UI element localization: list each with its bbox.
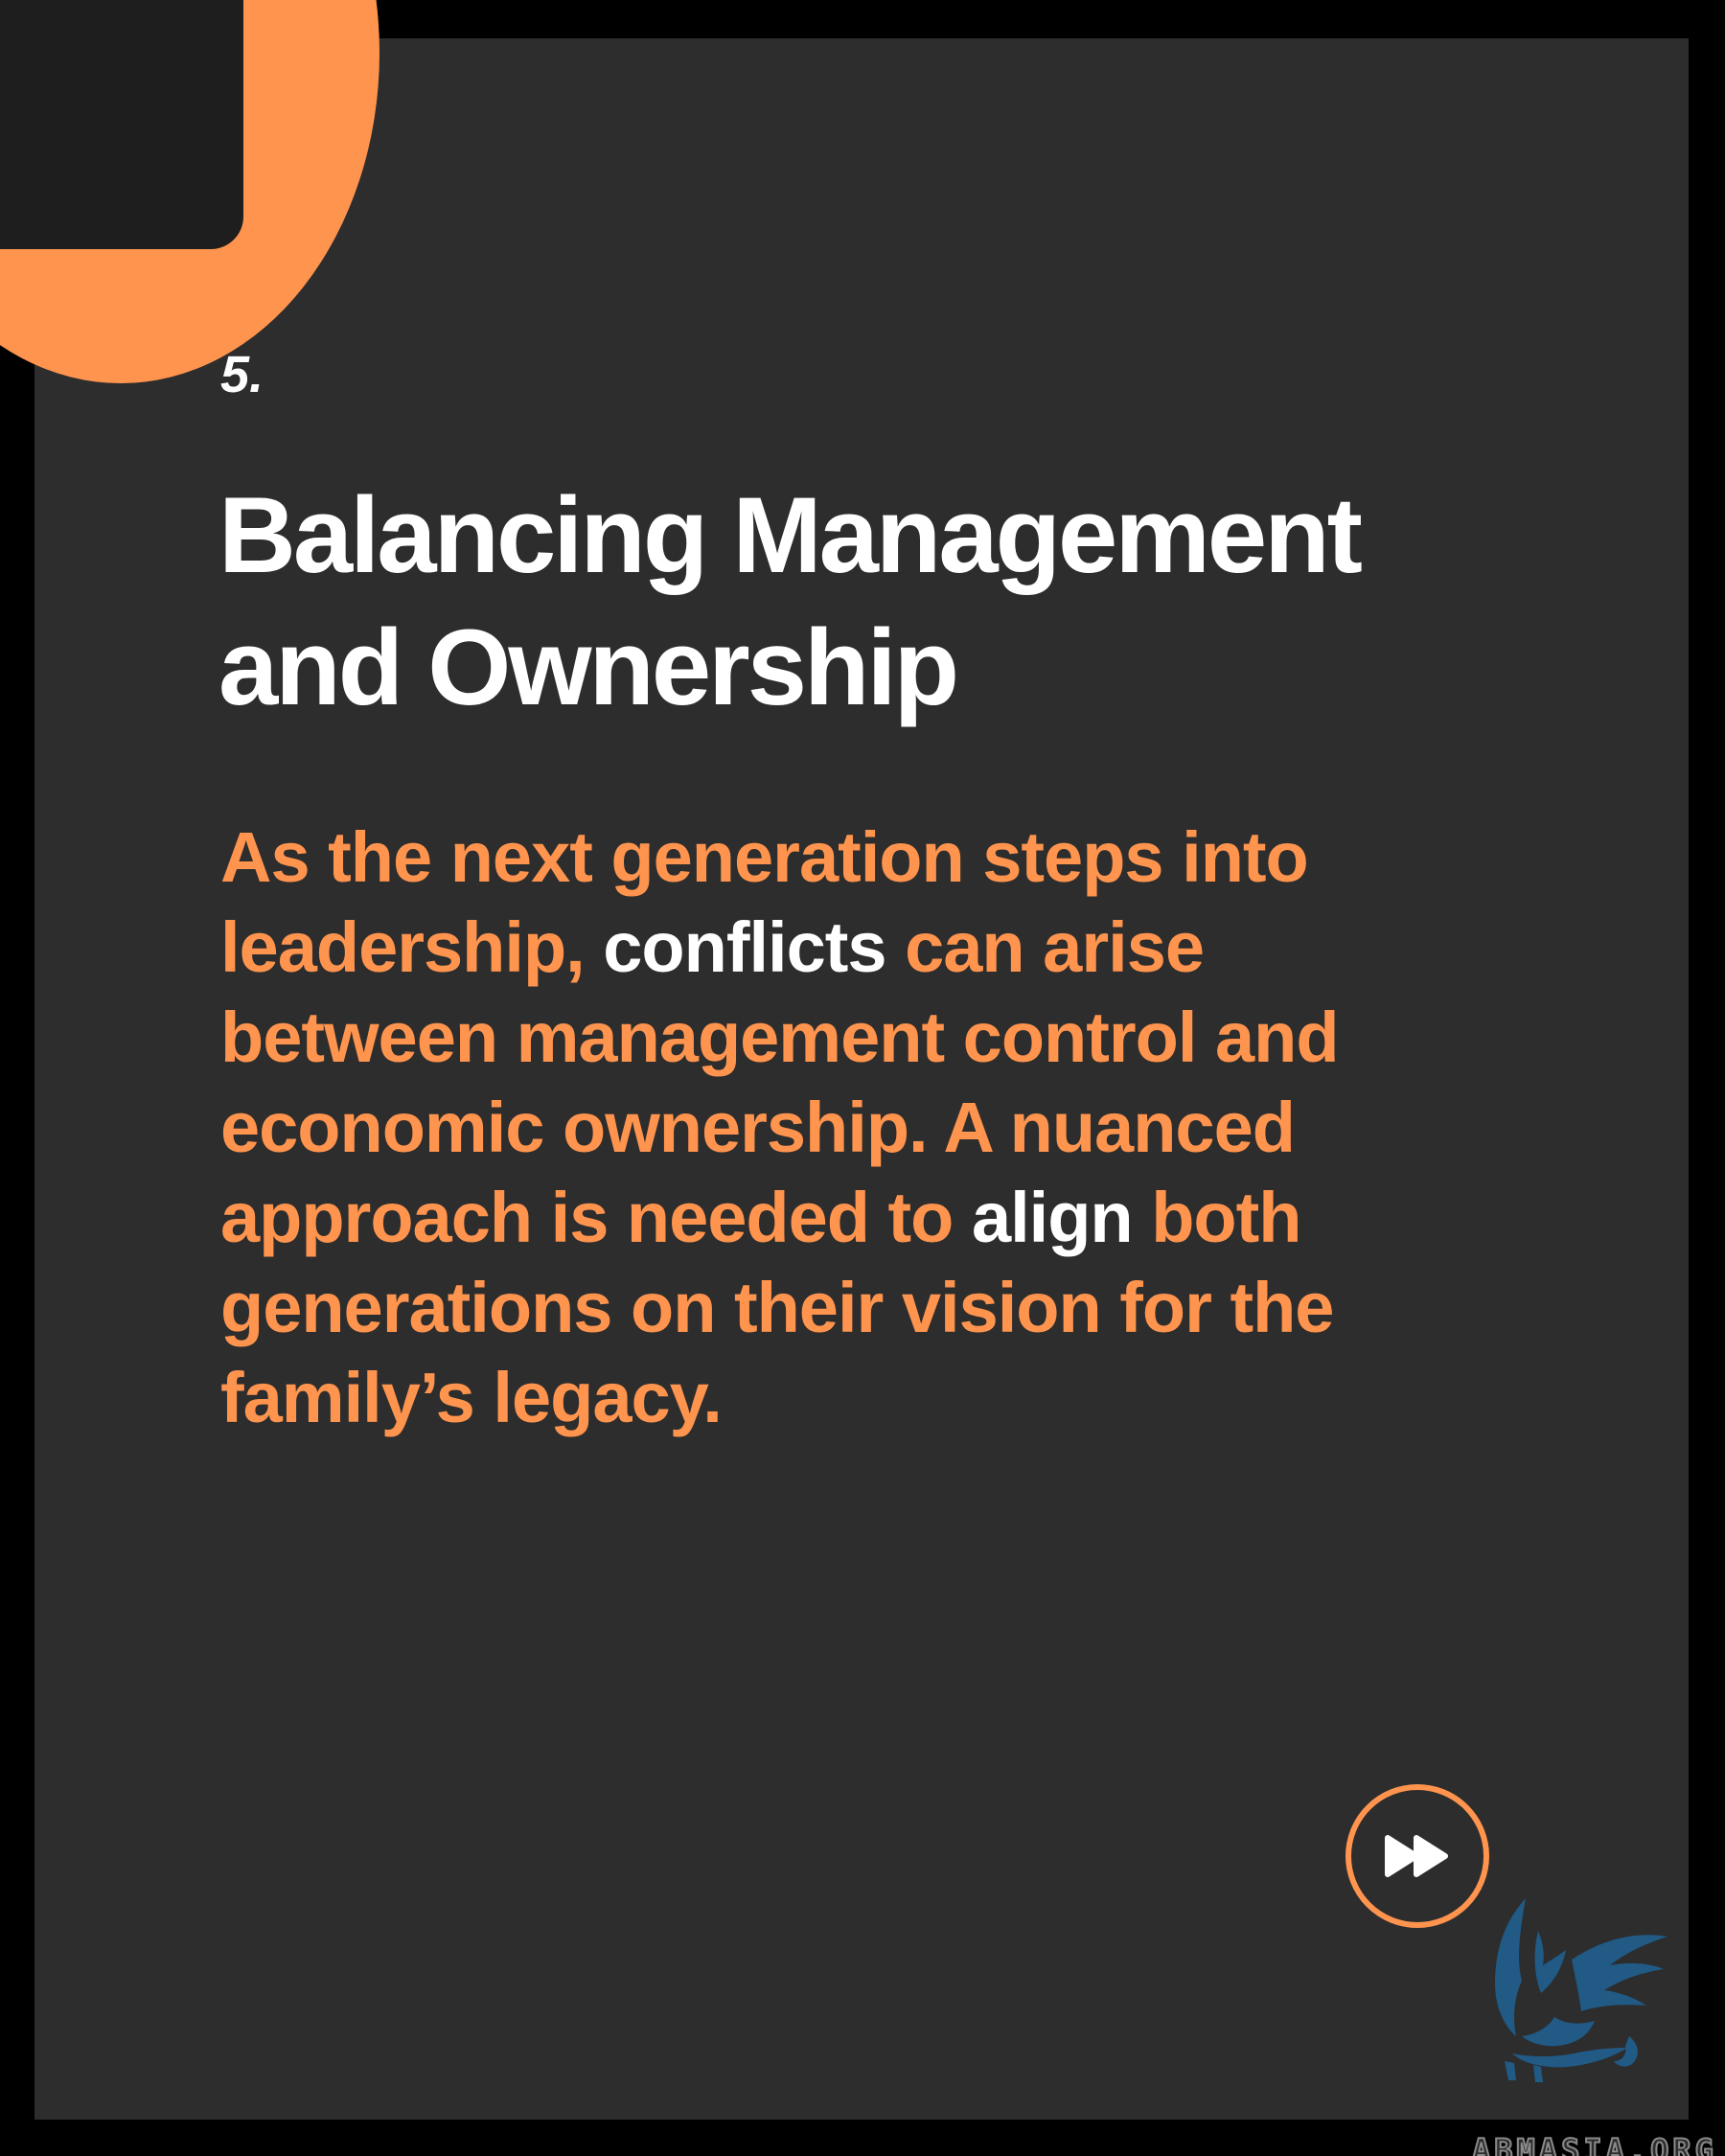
slide-card: [0, 0, 1689, 2120]
watermark-text: ABMASIA.ORG: [1471, 2132, 1717, 2156]
corner-notch: [0, 0, 243, 249]
highlight-conflicts: conflicts: [603, 907, 886, 987]
highlight-align: align: [971, 1178, 1134, 1257]
body-part-3: both generations on their vision for the…: [220, 1178, 1334, 1437]
body-part-1: As the next generation steps into leader…: [220, 817, 1309, 987]
griffin-logo-icon: [1495, 1898, 1668, 2082]
body-part-2: can arise between management control and…: [220, 907, 1340, 1257]
title-line-1: Balancing Management: [218, 475, 1363, 595]
body-text: As the next generation steps into leader…: [220, 813, 1428, 1443]
item-number: 5.: [220, 346, 264, 403]
fast-forward-icon: [1385, 1835, 1448, 1877]
next-slide-button[interactable]: [1346, 1784, 1489, 1928]
slide-title: Balancing Management and Ownership: [218, 470, 1464, 734]
title-line-2: and Ownership: [218, 608, 959, 727]
